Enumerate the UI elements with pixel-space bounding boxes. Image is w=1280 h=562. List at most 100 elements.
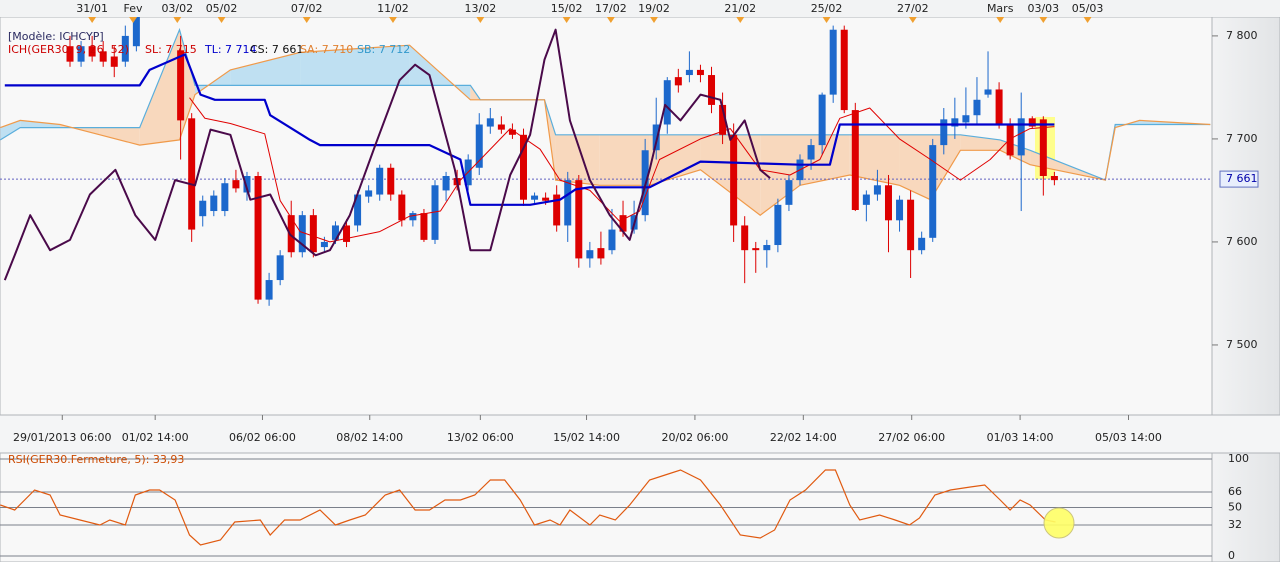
indicator-value: SL: 7 715 xyxy=(145,43,197,56)
candle-body xyxy=(531,195,539,200)
candle-body xyxy=(387,167,395,195)
indicator-line xyxy=(189,97,1055,243)
x-tick-label: 11/02 xyxy=(377,2,409,15)
candle-body xyxy=(221,183,229,212)
y-tick-label: 7 600 xyxy=(1226,235,1258,248)
y-tick-label: 7 700 xyxy=(1226,132,1258,145)
candle-body xyxy=(232,180,240,189)
candle-body xyxy=(973,99,981,116)
candle-body xyxy=(442,176,450,191)
candle-body xyxy=(1028,118,1036,127)
cloud-fill xyxy=(960,134,1001,151)
candle-body xyxy=(840,29,848,111)
candle-body xyxy=(619,215,627,232)
last-price-tag xyxy=(1219,170,1259,188)
candle-body xyxy=(420,213,428,240)
candle-body xyxy=(287,215,295,253)
candle-body xyxy=(984,89,992,95)
candle-body xyxy=(730,134,738,226)
x-tick-label: 20/02 06:00 xyxy=(661,431,728,444)
cloud-fill xyxy=(139,29,180,146)
x-tick-marker xyxy=(1039,17,1048,23)
candle-body xyxy=(508,129,516,135)
candle-body xyxy=(1006,124,1014,156)
candle-body xyxy=(243,176,251,193)
candle-body xyxy=(918,237,926,251)
x-tick-label: 06/02 06:00 xyxy=(229,431,296,444)
x-tick-label: 01/03 14:00 xyxy=(987,431,1054,444)
y-tick-label: 100 xyxy=(1228,452,1249,465)
candle-body xyxy=(652,124,660,151)
candle-body xyxy=(685,69,693,76)
cloud-fill xyxy=(599,134,650,186)
x-tick-label: 31/01 xyxy=(76,2,108,15)
candle-body xyxy=(851,110,859,210)
cloud-fill xyxy=(0,120,21,140)
candle-body xyxy=(708,75,716,105)
indicator-value: ICH(GER30, 9, 26, 52) xyxy=(8,43,129,56)
cloud-fill xyxy=(849,134,900,186)
x-tick-marker xyxy=(217,17,226,23)
x-tick-label: Fev xyxy=(124,2,143,15)
candle-body xyxy=(298,215,306,253)
candle-body xyxy=(199,200,207,217)
candle-body xyxy=(542,197,550,201)
candle-body xyxy=(475,124,483,168)
y-tick-label: 7 500 xyxy=(1226,338,1258,351)
x-tick-label: 05/03 xyxy=(1072,2,1104,15)
indicator-line xyxy=(4,53,1055,206)
candle-body xyxy=(66,46,74,62)
date-strip xyxy=(0,0,1280,17)
rsi-title: RSI(GER30.Fermeture, 5): 33,93 xyxy=(8,453,184,466)
x-tick-label: 27/02 xyxy=(897,2,929,15)
x-tick-label: 29/01/2013 06:00 xyxy=(13,431,112,444)
candle-body xyxy=(818,94,826,146)
candle-body xyxy=(88,46,96,57)
x-tick-label: 22/02 14:00 xyxy=(770,431,837,444)
y-tick-label: 32 xyxy=(1228,518,1242,531)
candle-body xyxy=(497,124,505,130)
x-tick-marker xyxy=(129,17,138,23)
candle-body xyxy=(1050,176,1058,181)
candle-body xyxy=(752,248,760,251)
cloud-fill xyxy=(555,134,600,186)
x-tick-label: 15/02 14:00 xyxy=(553,431,620,444)
x-tick-marker xyxy=(302,17,311,23)
x-tick-label: 19/02 xyxy=(638,2,670,15)
x-tick-marker xyxy=(476,17,485,23)
rsi-line xyxy=(0,469,1056,546)
candle-body xyxy=(763,245,771,251)
candle-body xyxy=(409,213,417,221)
x-tick-marker xyxy=(908,17,917,23)
cloud-fill xyxy=(300,45,410,86)
candle-body xyxy=(929,145,937,238)
x-tick-label: 05/02 xyxy=(206,2,238,15)
candle-body xyxy=(431,185,439,240)
candle-body xyxy=(741,225,749,251)
x-tick-marker xyxy=(1083,17,1092,23)
candle-body xyxy=(309,215,317,253)
cloud-fill xyxy=(899,134,931,200)
rsi-marker xyxy=(1043,507,1075,539)
candle-body xyxy=(519,134,527,200)
x-tick-label: Mars xyxy=(987,2,1014,15)
candle-body xyxy=(553,194,561,226)
model-label: [Modèle: ICHCYP] xyxy=(8,30,104,43)
x-tick-marker xyxy=(173,17,182,23)
x-tick-marker xyxy=(388,17,397,23)
candle-body xyxy=(1039,119,1047,177)
cloud-fill xyxy=(649,134,701,186)
candle-body xyxy=(951,118,959,127)
y-tick-label: 50 xyxy=(1228,501,1242,514)
candle-body xyxy=(807,145,815,160)
candle-body xyxy=(254,176,262,300)
candle-body xyxy=(276,255,284,281)
candle-body xyxy=(862,194,870,205)
candle-body xyxy=(663,80,671,125)
candle-body xyxy=(331,225,339,240)
candle-body xyxy=(896,199,904,221)
candle-body xyxy=(110,56,118,67)
candle-body xyxy=(188,118,196,230)
